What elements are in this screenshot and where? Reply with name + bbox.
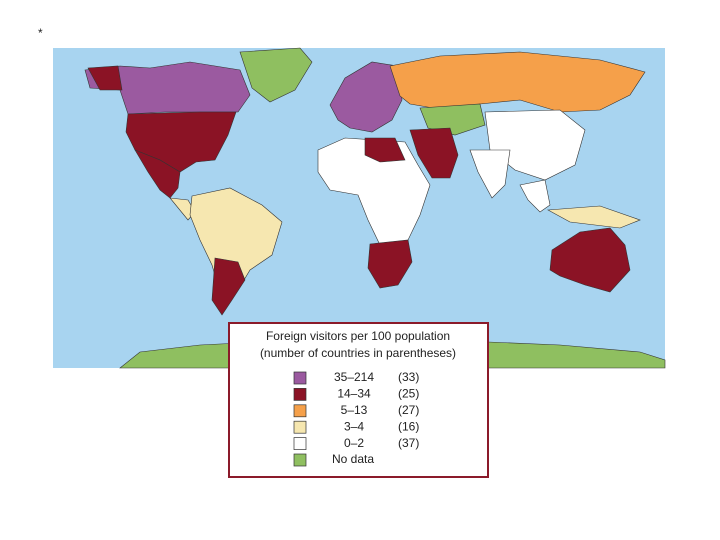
indonesia (546, 205, 641, 229)
legend-count: (25) (398, 387, 419, 401)
legend-range: 0–2 (344, 436, 364, 450)
southeast-asia (519, 179, 551, 213)
north-africa (364, 137, 406, 163)
legend-range: No data (332, 452, 374, 466)
russia (389, 51, 646, 113)
legend-swatch (293, 371, 307, 385)
india (469, 149, 511, 199)
legend-count: (16) (398, 419, 419, 433)
world-map (84, 47, 666, 369)
alaska (87, 65, 123, 91)
middle-east (409, 127, 459, 179)
legend-range: 5–13 (341, 403, 368, 417)
legend-title: (number of countries in parentheses) (260, 346, 456, 360)
legend-range: 35–214 (334, 370, 374, 384)
mexico (134, 149, 181, 199)
legend-count: (27) (398, 403, 419, 417)
marker: * (38, 26, 43, 40)
australia (549, 227, 631, 293)
legend-swatch (293, 404, 307, 418)
argentina (211, 257, 246, 316)
legend-count: (33) (398, 370, 419, 384)
central-asia (419, 103, 486, 136)
legend: Foreign visitors per 100 population (numb… (260, 329, 456, 467)
legend-swatch (293, 388, 307, 401)
south-africa (367, 239, 413, 289)
greenland (239, 47, 313, 103)
legend-count: (37) (398, 436, 419, 450)
usa (125, 111, 237, 173)
legend-title: Foreign visitors per 100 population (266, 329, 450, 343)
legend-swatch (293, 420, 307, 434)
legend-swatch (293, 453, 307, 467)
legend-range: 3–4 (344, 419, 364, 433)
legend-swatch (293, 437, 307, 450)
europe (329, 61, 403, 133)
legend-range: 14–34 (337, 387, 371, 401)
legend-box (228, 322, 489, 478)
